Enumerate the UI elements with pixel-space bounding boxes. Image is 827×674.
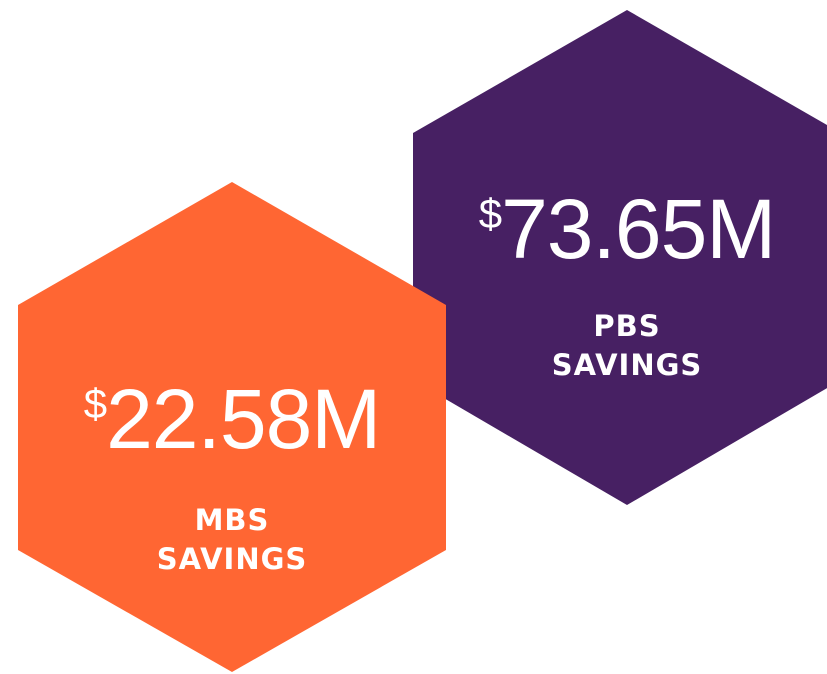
mbs-hexagon-group: $22.58M MBS SAVINGS — [18, 182, 446, 672]
currency: $ — [479, 190, 502, 237]
currency: $ — [84, 380, 107, 427]
label: PBS — [593, 309, 660, 343]
label: SAVINGS — [552, 348, 703, 382]
amount: $73.65M — [479, 182, 776, 276]
hexagon — [413, 10, 827, 505]
amount-value: 22.58M — [106, 372, 380, 466]
label: SAVINGS — [157, 542, 308, 576]
amount-value: 73.65M — [501, 182, 775, 276]
pbs-hexagon-group: $73.65M PBS SAVINGS — [413, 10, 827, 505]
label: MBS — [195, 503, 270, 537]
hexagon — [18, 182, 446, 672]
amount: $22.58M — [84, 372, 381, 466]
